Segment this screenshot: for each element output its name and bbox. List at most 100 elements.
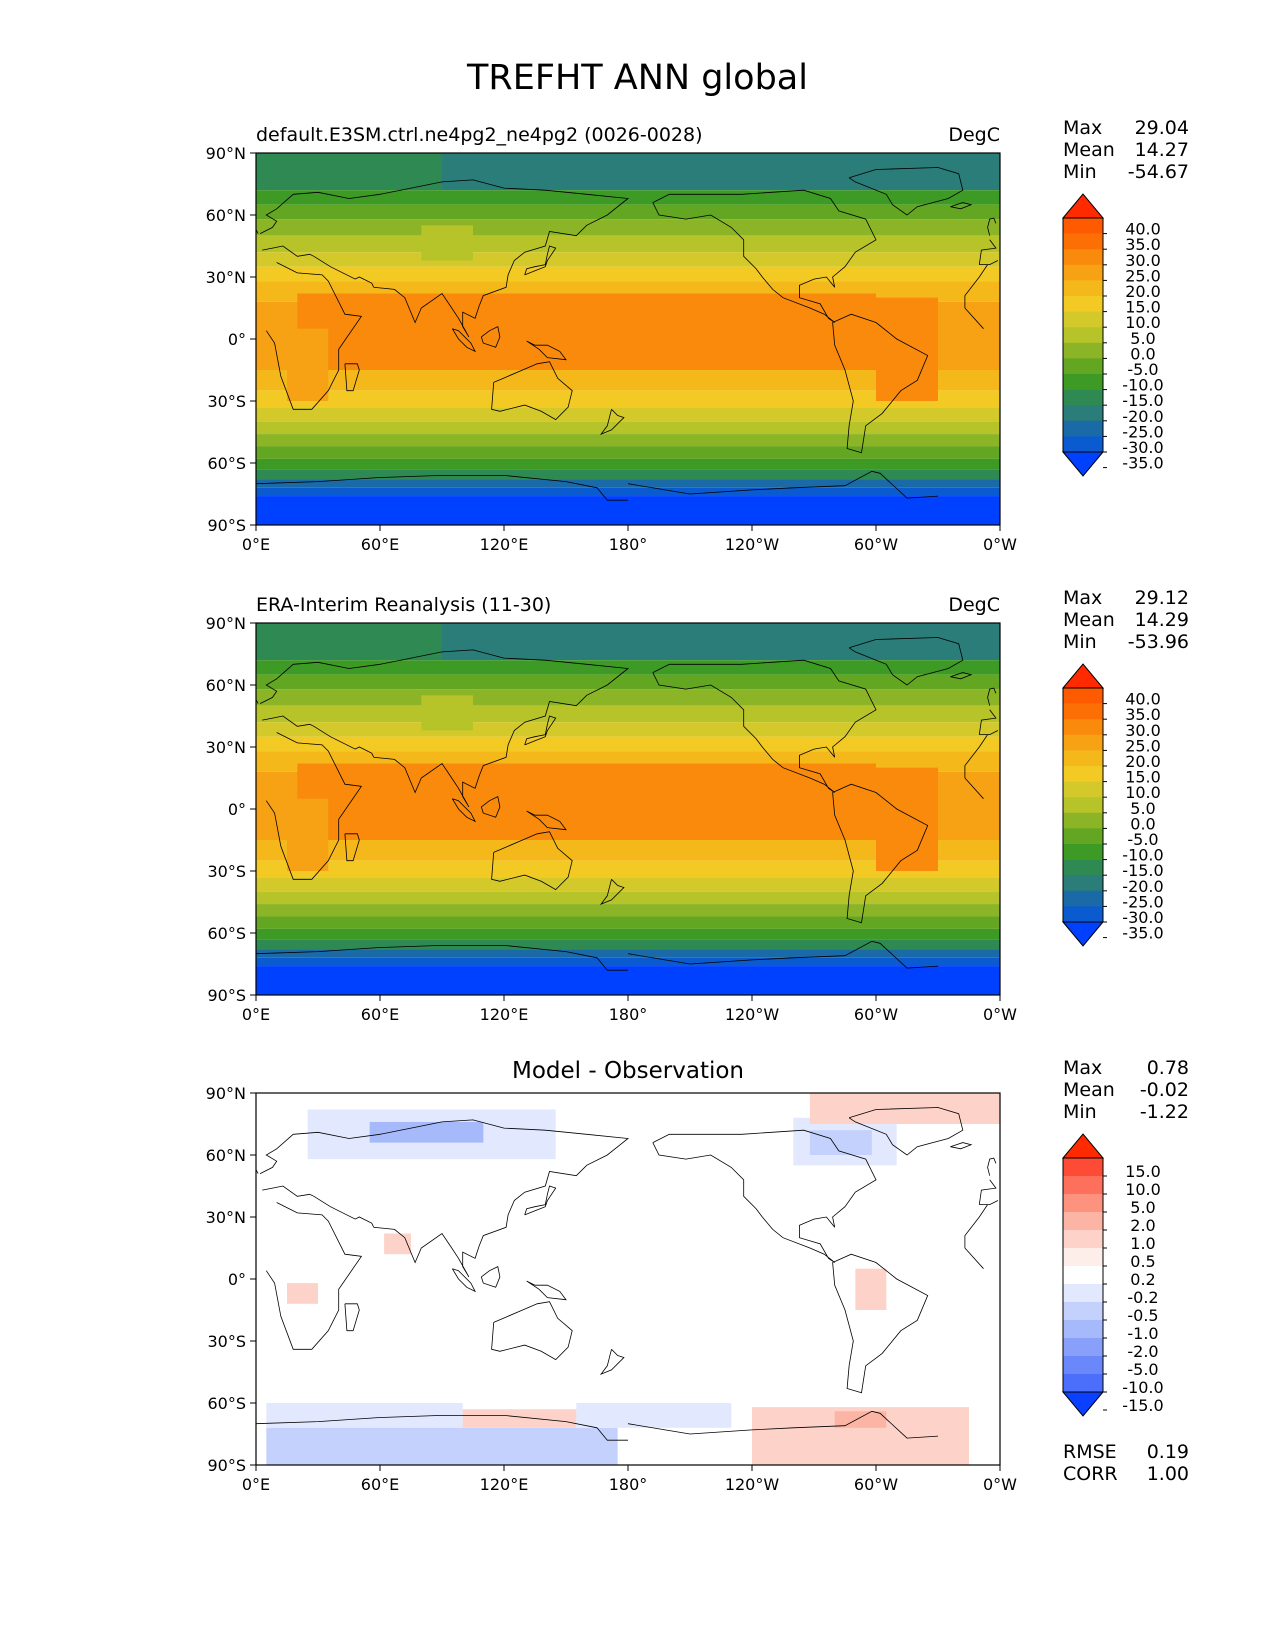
lat-tick-label: 0° (228, 1270, 246, 1289)
lon-tick-label: 180° (609, 535, 648, 554)
colorbar-tick-label: 15.0 (1125, 1162, 1161, 1181)
field-region (256, 446, 1000, 459)
coastline (344, 833, 360, 862)
colorbar-segment (1063, 781, 1103, 798)
colorbar-tick-label: 35.0 (1125, 705, 1161, 724)
colorbar-tick-label: -30.0 (1122, 438, 1163, 457)
coastline (652, 1129, 877, 1263)
panel-1-units: DegC (948, 124, 1000, 146)
colorbar-extend-max (1061, 193, 1105, 219)
lon-tick-label: 0°W (983, 1475, 1017, 1494)
field-region (256, 370, 1000, 391)
colorbar-tick-label: -0.5 (1127, 1306, 1158, 1325)
field-region (256, 434, 1000, 447)
colorbar-segment (1063, 1284, 1103, 1303)
coastline (265, 732, 988, 880)
coastline (848, 1107, 964, 1156)
field-region (442, 623, 1000, 661)
lon-tick-label: 180° (609, 1475, 648, 1494)
colorbar-tick-label: 0.2 (1130, 1270, 1155, 1289)
field-region (256, 660, 1000, 675)
coastline (526, 810, 567, 831)
colorbar-segment (1063, 890, 1103, 907)
stat-label: Min (1063, 631, 1097, 653)
colorbar-segment (1063, 233, 1103, 250)
panel-1-title: default.E3SM.ctrl.ne4pg2_ne4pg2 (0026-00… (256, 124, 703, 146)
lon-tick-label: 0°E (242, 1005, 270, 1024)
stat-value: -0.02 (1139, 1079, 1189, 1101)
stat-value: -1.22 (1139, 1101, 1189, 1123)
coastline (832, 313, 929, 454)
colorbar-segment (1063, 703, 1103, 720)
coastline (848, 637, 964, 686)
lon-tick-label: 120°E (480, 1005, 529, 1024)
field-region (256, 235, 1000, 253)
lon-tick-label: 60°E (361, 1475, 399, 1494)
coastline (255, 940, 939, 971)
colorbar-tick-label: 30.0 (1125, 251, 1161, 270)
coastline (832, 783, 929, 924)
colorbar-segment (1063, 358, 1103, 375)
field-region (809, 1130, 872, 1155)
colorbar-segment (1063, 296, 1103, 312)
coastlines (255, 167, 999, 501)
colorbar-segment (1063, 688, 1103, 704)
stat-value: 0.19 (1146, 1441, 1189, 1463)
coastline (480, 796, 501, 818)
field-region (256, 623, 442, 661)
panel-1-stat-min: Min -54.67 (1063, 161, 1189, 183)
field-region (256, 487, 1000, 497)
colorbar-segment (1063, 311, 1103, 328)
coastlines (255, 637, 999, 971)
stat-label: Mean (1063, 139, 1115, 161)
colorbar-tick-label: -20.0 (1122, 877, 1163, 896)
colorbar-extend-min (1061, 921, 1105, 947)
colorbar-segment (1063, 1230, 1103, 1249)
lon-tick-label: 60°E (361, 1005, 399, 1024)
coastline (491, 361, 573, 421)
panel-2-title: ERA-Interim Reanalysis (11-30) (256, 594, 552, 616)
lon-tick-label: 120°E (480, 1475, 529, 1494)
lon-tick-label: 0°E (242, 1475, 270, 1494)
lon-tick-label: 0°W (983, 535, 1017, 554)
colorbar-frame (1062, 217, 1104, 453)
coastline (451, 798, 476, 823)
colorbar-segment (1063, 280, 1103, 297)
colorbar-segment (1063, 1338, 1103, 1357)
coastline (344, 1303, 360, 1332)
panel-2-colorbar: 40.035.030.025.020.015.010.05.00.0-5.0-1… (1061, 663, 1164, 947)
colorbar-tick-label: 0.0 (1130, 344, 1155, 363)
lat-tick-label: 60°N (206, 206, 246, 225)
panel-2-stat-max: Max 29.12 (1063, 587, 1189, 609)
colorbar-tick-label: -35.0 (1122, 454, 1163, 473)
colorbar-segment (1063, 1194, 1103, 1213)
field-region (256, 689, 1000, 706)
field-region (855, 1268, 887, 1310)
colorbar-tick-label: -20.0 (1122, 407, 1163, 426)
colorbar-tick-label: -10.0 (1122, 376, 1163, 395)
coastline (480, 326, 501, 348)
panel-2-map: 90°N 60°N 30°N 0° 30°S 60°S 90°S0°E 60°E 120°E 18… (206, 614, 1018, 1024)
coastline (344, 363, 360, 392)
lat-tick-label: 30°S (207, 392, 246, 411)
colorbar-segment (1063, 1302, 1103, 1321)
field-region (266, 1403, 463, 1428)
stat-label: Max (1063, 1057, 1103, 1079)
field-region (256, 469, 1000, 480)
field-region (256, 266, 1000, 282)
colorbar-segment (1063, 389, 1103, 406)
field-region (256, 496, 1000, 525)
colorbar-tick-label: 1.0 (1130, 1234, 1155, 1253)
colorbar-segment (1063, 1212, 1103, 1231)
stat-label: Min (1063, 1101, 1097, 1123)
coastline (480, 1266, 501, 1288)
coastline (599, 1349, 625, 1376)
stat-value: 14.27 (1134, 139, 1189, 161)
field-region (256, 957, 1000, 967)
panel-2-stat-mean: Mean 14.29 (1063, 609, 1189, 631)
field-region (256, 407, 1000, 422)
panel-3-map: 90°N 60°N 30°N 0° 30°S 60°S 90°S0°E 60°E 120°E 18… (206, 1084, 1018, 1494)
field-region (256, 904, 1000, 917)
colorbar-tick-label: -15.0 (1122, 1396, 1163, 1415)
coastline (255, 470, 939, 501)
